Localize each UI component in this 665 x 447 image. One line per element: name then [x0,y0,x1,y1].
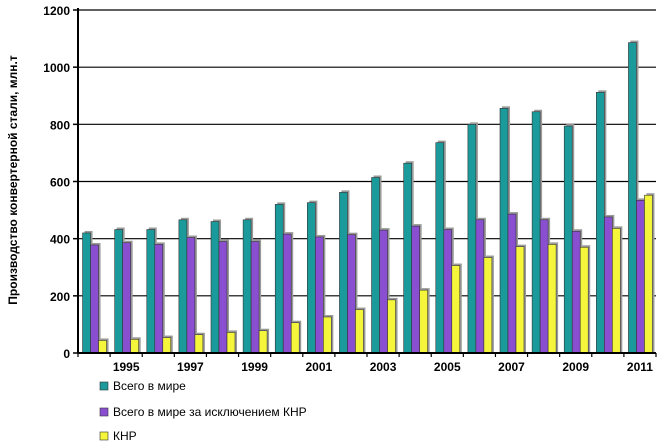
bar-1-2010 [596,92,605,354]
legend-label-1: Всего в мире [113,379,186,393]
bar-1-2006 [467,124,477,354]
bar-3-2010 [612,228,621,354]
grid-lines [78,9,656,297]
bar-2-2007 [507,213,517,354]
bar-1-2009 [563,125,573,354]
axes [73,8,657,357]
bar-3-2005 [451,265,461,354]
y-tick-label: 1200 [43,4,70,18]
bar-2-1996 [154,244,164,354]
bar-1-2000 [274,204,284,354]
bar-2-2009 [571,230,581,354]
bar-3-1997 [194,334,204,354]
x-tick-label-2007: 2007 [498,360,525,374]
x-tick-label-2005: 2005 [434,360,461,374]
bar-2-2006 [475,219,485,354]
bar-3-2006 [483,257,493,354]
bar-2-1999 [250,241,260,354]
bar-1-2011 [628,42,637,354]
bar-1-2003 [371,177,380,354]
bar-2-2005 [443,229,453,354]
bar-3-1998 [226,332,236,354]
bar-3-2007 [515,246,525,354]
bar-2-2004 [411,225,420,354]
bar-2-2011 [636,200,645,354]
bar-2-2001 [315,236,324,354]
bar-1-1996 [146,229,156,354]
bar-3-1999 [258,330,268,354]
bar-2-1998 [218,241,228,354]
legend-swatch-3 [99,431,109,441]
x-tick-label-1995: 1995 [113,360,140,374]
y-tick-label: 800 [50,118,70,132]
bar-1-2004 [403,162,412,354]
bar-2-2008 [539,219,549,354]
bar-3-2008 [547,244,557,354]
bar-1-1997 [178,219,188,354]
bar-3-1996 [162,337,172,354]
x-tick-label-1997: 1997 [177,360,204,374]
bar-3-2004 [419,289,428,354]
x-tick-label-2001: 2001 [305,360,332,374]
bar-2-1997 [186,237,196,354]
bar-3-1995 [130,338,139,354]
bar-3-2000 [290,322,300,354]
x-tick-label-2003: 2003 [370,360,397,374]
bar-1-2007 [499,108,509,354]
bar-2-1994 [90,244,99,354]
legend-swatch-1 [99,381,109,391]
y-axis-title: Производство конвертерной стали, млн.т [6,55,20,305]
bar-1-2001 [307,202,316,354]
bar-3-2009 [579,246,589,354]
x-tick-labels: 1995 1997 1999 2001 2003 2005 2007 2009 2011 [113,360,653,374]
bar-3-2011 [644,194,653,354]
bar-1-1998 [210,221,220,354]
bar-1-1994 [82,232,91,354]
y-tick-labels: 0 200 400 600 800 1000 1200 [43,4,70,361]
bar-3-1994 [98,340,107,354]
legend-swatch-2 [99,407,109,417]
y-tick-label: 600 [50,176,70,190]
bar-3-2003 [387,299,396,354]
y-tick-label: 200 [50,290,70,304]
bar-3-2001 [323,316,332,354]
y-tick-label: 400 [50,233,70,247]
bar-2-2000 [282,233,292,354]
bar-1-2005 [435,142,445,354]
bar-1-2008 [531,111,541,354]
x-tick-label-2009: 2009 [562,360,589,374]
legend-label-2: Всего в мире за исключением КНР [113,405,307,419]
bar-1-2002 [339,192,348,354]
x-tick-label-1999: 1999 [241,360,268,374]
bar-2-2002 [347,234,356,354]
y-tick-label: 0 [63,347,70,361]
bar-2-2003 [379,229,388,354]
bar-1-1995 [114,229,123,354]
legend: Всего в мире Всего в мире за исключением … [99,379,307,443]
y-tick-label: 1000 [43,61,70,75]
bars [82,40,655,354]
bar-2-1995 [122,242,131,354]
legend-label-3: КНР [113,429,137,443]
bar-2-2010 [604,216,613,354]
bar-3-2002 [355,309,364,354]
bar-1-1999 [242,219,252,354]
x-tick-label-2011: 2011 [627,360,653,374]
